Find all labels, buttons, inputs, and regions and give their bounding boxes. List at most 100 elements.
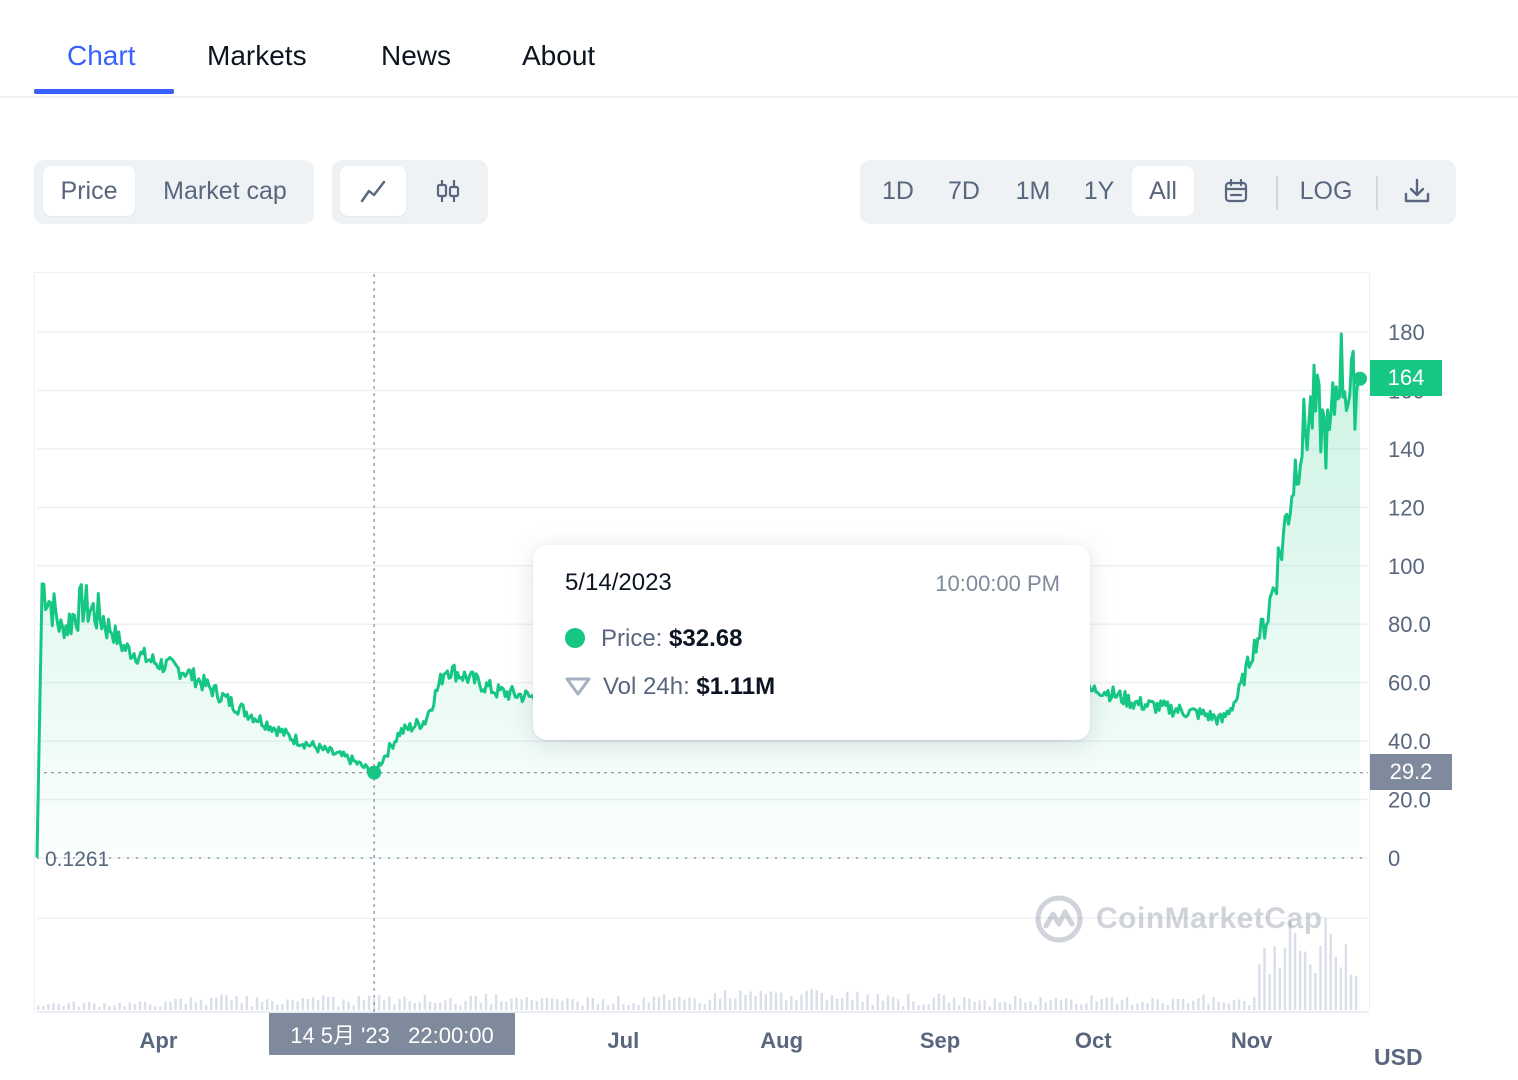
volume-bar xyxy=(1029,1001,1032,1010)
range-1y-button[interactable]: 1Y xyxy=(1083,176,1115,205)
range-7d-button[interactable]: 7D xyxy=(948,176,980,205)
volume-bar xyxy=(891,997,895,1010)
volume-bar xyxy=(759,991,762,1010)
volume-bar xyxy=(1044,1002,1047,1010)
tab-markets[interactable]: Markets xyxy=(207,40,307,71)
volume-bar xyxy=(718,998,722,1010)
volume-bar xyxy=(347,1001,350,1010)
volume-bar xyxy=(428,1001,432,1010)
volume-bar xyxy=(545,998,549,1010)
volume-bar xyxy=(138,1001,142,1010)
currency-label: USD xyxy=(1374,1044,1423,1070)
volume-bar xyxy=(902,1006,905,1010)
range-1m-button[interactable]: 1M xyxy=(1015,176,1051,205)
range-divider-2 xyxy=(1376,176,1378,210)
volume-bar xyxy=(1166,1004,1169,1010)
volume-bar xyxy=(377,995,381,1010)
volume-bar xyxy=(1024,1002,1027,1010)
volume-bar xyxy=(612,1003,615,1010)
volume-bar xyxy=(143,1001,147,1010)
volume-bar xyxy=(484,993,488,1010)
volume-bar xyxy=(439,1002,442,1010)
tooltip-volume-value: $1.11M xyxy=(696,673,776,700)
tab-news[interactable]: News xyxy=(381,40,452,71)
range-all-button[interactable]: All xyxy=(1132,166,1194,216)
volume-bar xyxy=(1334,956,1337,1010)
volume-bar xyxy=(199,999,203,1010)
tab-bar: Chart Markets News About xyxy=(0,0,1518,98)
volume-bar xyxy=(912,1001,915,1010)
volume-bar xyxy=(876,993,879,1010)
volume-bar xyxy=(93,1003,96,1010)
range-1d-button[interactable]: 1D xyxy=(882,176,914,205)
volume-bar xyxy=(1192,1000,1195,1010)
volume-bar xyxy=(1329,933,1332,1010)
volume-bar xyxy=(1151,998,1154,1010)
volume-bar xyxy=(1064,998,1068,1010)
volume-bar xyxy=(1304,951,1307,1010)
price-toggle-button[interactable]: Price xyxy=(43,166,135,216)
tooltip-price-value: $32.68 xyxy=(669,625,743,652)
volume-bar xyxy=(1156,999,1159,1010)
volume-bar xyxy=(1217,1001,1220,1010)
volume-bar xyxy=(1171,998,1175,1010)
volume-bar xyxy=(779,992,783,1010)
volume-bar xyxy=(1146,1003,1149,1010)
volume-bar xyxy=(550,998,554,1010)
volume-bar xyxy=(1273,946,1276,1010)
tab-about[interactable]: About xyxy=(522,40,596,71)
volume-bar xyxy=(57,1003,60,1010)
volume-bar xyxy=(673,997,676,1010)
y-tick-label: 60.0 xyxy=(1388,671,1431,696)
volume-bar xyxy=(886,995,890,1010)
volume-bar xyxy=(617,996,620,1010)
volume-bar xyxy=(897,999,900,1010)
market-cap-toggle-button[interactable]: Market cap xyxy=(163,176,287,205)
volume-bar xyxy=(159,1006,162,1010)
volume-bar xyxy=(454,1003,457,1010)
volume-bar xyxy=(240,1003,243,1010)
volume-bar xyxy=(418,1002,421,1010)
volume-bar xyxy=(220,994,223,1010)
volume-bar xyxy=(352,1005,355,1010)
volume-bar xyxy=(332,996,335,1010)
date-range-button[interactable] xyxy=(1210,166,1262,216)
volume-bar xyxy=(993,998,996,1010)
y-tick-label: 0 xyxy=(1388,846,1400,871)
volume-bar xyxy=(973,1001,976,1010)
volume-bar xyxy=(204,1004,208,1010)
volume-bar xyxy=(276,1004,279,1010)
volume-bar xyxy=(1054,997,1058,1010)
volume-bar xyxy=(230,1000,233,1010)
volume-bar xyxy=(662,994,666,1010)
volume-bar xyxy=(729,998,732,1010)
volume-bar xyxy=(1288,920,1292,1010)
volume-bar xyxy=(148,1004,152,1010)
volume-bar xyxy=(47,1004,50,1010)
volume-bar xyxy=(108,1006,111,1010)
volume-bar xyxy=(77,1006,81,1010)
download-button[interactable] xyxy=(1390,166,1444,216)
tab-chart[interactable]: Chart xyxy=(67,40,136,71)
x-tick-label: Sep xyxy=(920,1028,960,1053)
volume-bar xyxy=(37,1005,40,1010)
tooltip-price-row: Price: $32.68 xyxy=(565,625,742,653)
volume-bar xyxy=(1039,997,1042,1010)
volume-bar xyxy=(1176,999,1180,1010)
candlestick-button[interactable] xyxy=(416,166,480,216)
volume-bar xyxy=(998,1002,1002,1010)
volume-bar xyxy=(1324,918,1327,1010)
volume-bar xyxy=(978,1000,981,1010)
volume-bar xyxy=(133,1004,137,1010)
volume-bar xyxy=(1212,997,1215,1010)
line-chart-icon xyxy=(360,180,386,203)
line-chart-button[interactable] xyxy=(340,166,406,216)
volume-bar xyxy=(515,997,518,1010)
volume-bar xyxy=(1085,1003,1088,1010)
volume-bar xyxy=(82,1003,86,1010)
x-tick-label: Oct xyxy=(1075,1028,1112,1053)
volume-bar xyxy=(622,1004,625,1010)
volume-bar xyxy=(988,1006,991,1010)
tooltip-volume-row: Vol 24h: $1.11M xyxy=(565,673,775,701)
log-scale-button[interactable]: LOG xyxy=(1299,176,1353,205)
